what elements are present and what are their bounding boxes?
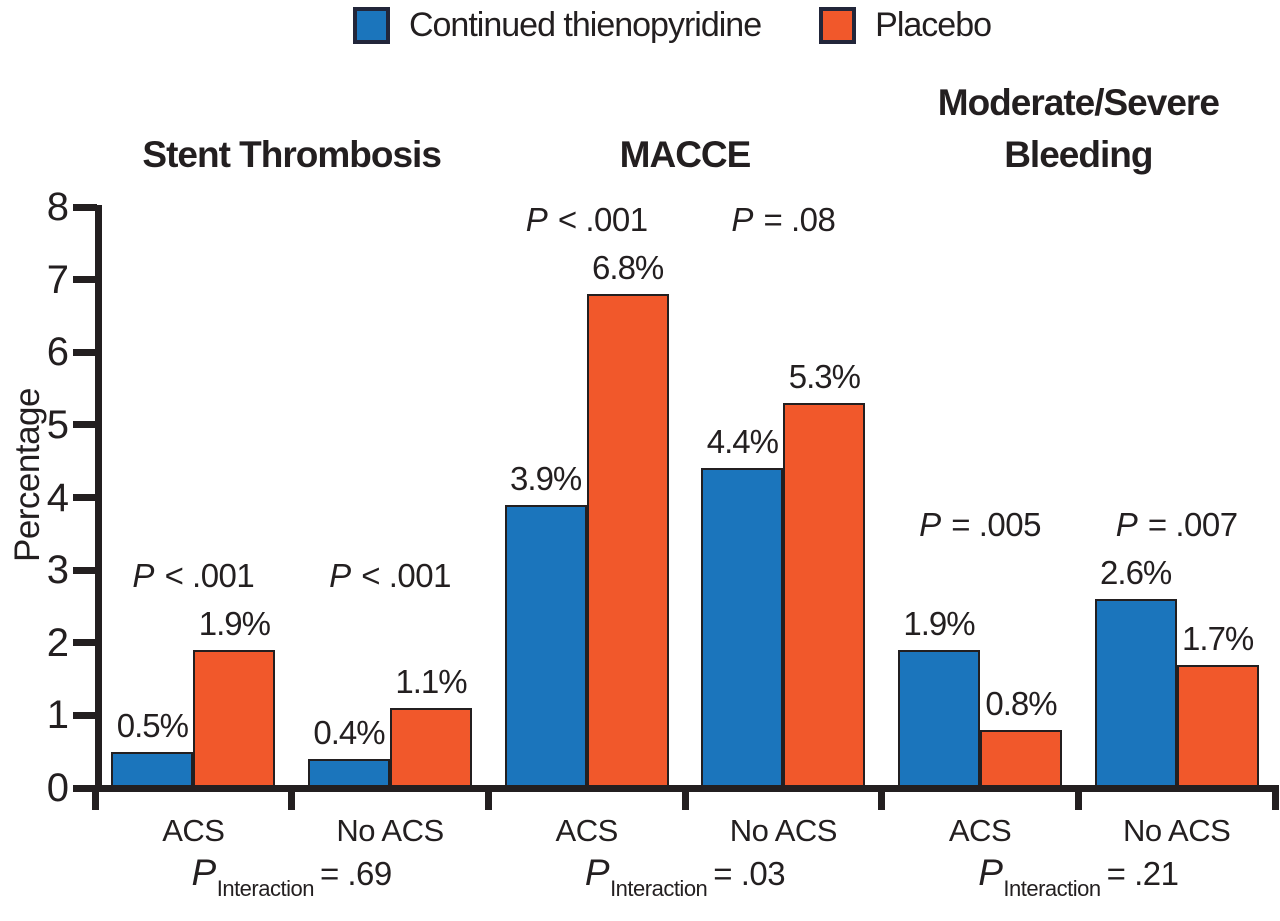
category-label: No ACS — [1123, 813, 1231, 848]
p-interaction-label: PInteraction = .03 — [584, 852, 786, 901]
bar-value-label: 1.1% — [395, 663, 467, 701]
bar-value-label: 1.9% — [198, 605, 271, 642]
bar-placebo — [980, 729, 1062, 792]
continued-thienopyridine-swatch — [352, 7, 390, 44]
group-title: Moderate/Severe Bleeding — [937, 77, 1220, 181]
p-value-label: P < .001 — [329, 557, 451, 594]
x-tick — [484, 789, 492, 810]
x-tick — [1271, 789, 1279, 810]
placebo-swatch — [819, 7, 857, 44]
bar-value-label: 0.8% — [985, 684, 1057, 722]
p-value-label: P < .001 — [132, 557, 255, 594]
bar-continued-thienopyridine — [504, 504, 587, 792]
bar-placebo — [1176, 664, 1259, 792]
y-tick — [73, 348, 97, 356]
category-label: ACS — [162, 813, 225, 848]
x-tick — [91, 789, 99, 810]
legend-item-placebo: Placebo — [819, 6, 992, 45]
y-tick-label: 0 — [46, 766, 69, 810]
chart-legend: Continued thienopyridine Placebo — [32, 6, 1280, 45]
category-label: ACS — [555, 813, 619, 848]
bar-placebo — [586, 294, 669, 792]
y-tick-label: 2 — [46, 620, 69, 665]
p-value-label: P = .005 — [919, 506, 1041, 544]
x-tick — [288, 789, 296, 810]
bar-value-label: 4.4% — [706, 423, 779, 461]
legend-item-continued-thienopyridine: Continued thienopyridine — [352, 6, 762, 45]
group-title-line: Moderate/Severe — [937, 82, 1220, 123]
x-tick — [1074, 789, 1082, 810]
y-tick-label: 3 — [46, 548, 69, 593]
bar-placebo — [390, 708, 472, 792]
bar-value-label: 2.6% — [1100, 554, 1172, 592]
bar-value-label: 1.9% — [903, 605, 975, 642]
bar-value-label: 0.5% — [116, 706, 189, 744]
x-tick — [878, 789, 886, 810]
y-tick-label: 4 — [46, 475, 69, 520]
y-tick-label: 6 — [46, 330, 69, 375]
legend-label: Placebo — [875, 6, 992, 44]
x-tick — [681, 789, 689, 810]
bar-continued-thienopyridine — [898, 650, 980, 792]
category-label: No ACS — [336, 813, 444, 848]
y-tick — [73, 421, 97, 429]
y-tick — [73, 639, 97, 647]
y-tick — [73, 784, 97, 792]
y-tick — [73, 203, 97, 211]
y-tick — [73, 276, 97, 284]
bar-value-label: 1.7% — [1182, 619, 1254, 657]
y-tick-label: 1 — [46, 693, 69, 738]
bar-continued-thienopyridine — [1094, 599, 1177, 792]
bar-continued-thienopyridine — [701, 468, 784, 792]
y-tick — [73, 566, 97, 574]
bar-value-label: 3.9% — [510, 459, 582, 497]
p-interaction-label: PInteraction = .21 — [978, 852, 1179, 901]
bar-value-label: 6.8% — [592, 249, 664, 287]
y-tick-label: 8 — [46, 185, 69, 229]
category-label: No ACS — [729, 813, 838, 848]
p-value-label: P = .08 — [731, 201, 836, 239]
y-tick — [73, 494, 97, 501]
group-title: MACCE — [619, 129, 752, 181]
group-title-line: MACCE — [619, 134, 752, 175]
bar-placebo — [783, 403, 866, 792]
group-title-line: Bleeding — [1004, 134, 1153, 175]
p-value-label: P = .007 — [1115, 506, 1238, 544]
y-tick — [73, 711, 97, 719]
y-tick-label: 7 — [46, 257, 69, 302]
p-interaction-label: PInteraction = .69 — [191, 852, 393, 901]
p-value-label: P < .001 — [525, 201, 648, 239]
bar-value-label: 0.4% — [313, 713, 385, 751]
bar-placebo — [193, 650, 276, 792]
y-tick-label: 5 — [46, 402, 69, 447]
group-title-line: Stent Thrombosis — [142, 134, 442, 175]
category-label: ACS — [948, 813, 1012, 848]
legend-label: Continued thienopyridine — [408, 6, 762, 44]
bar-value-label: 5.3% — [788, 358, 861, 396]
x-axis-line — [95, 785, 1279, 792]
y-axis-line — [95, 205, 102, 792]
group-title: Stent Thrombosis — [142, 129, 442, 181]
